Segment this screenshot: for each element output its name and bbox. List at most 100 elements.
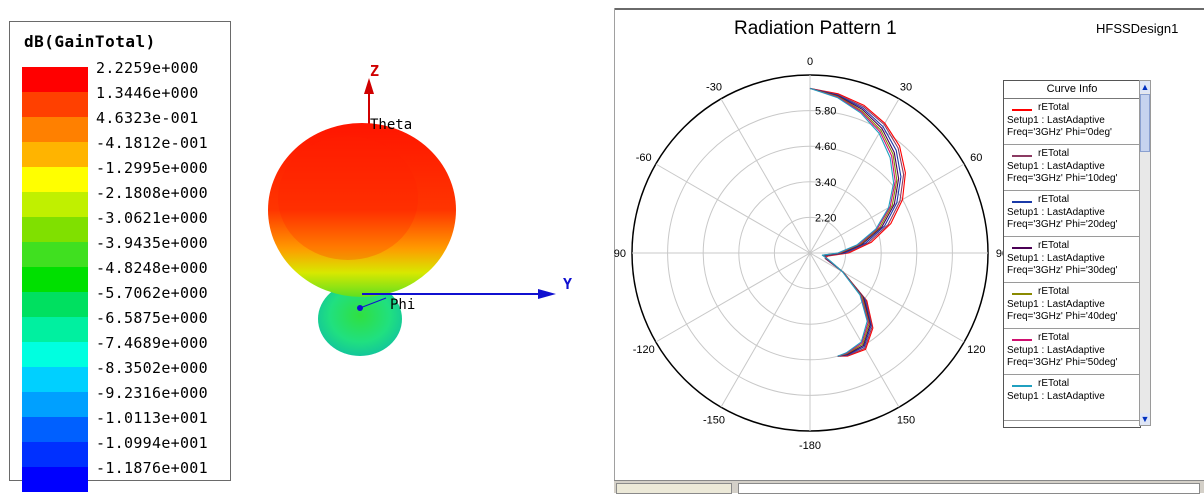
status-cell	[616, 483, 732, 494]
series-line	[809, 87, 905, 357]
legend-swatch	[22, 217, 88, 242]
angle-tick-label: -90	[614, 248, 626, 260]
legend-swatch	[22, 442, 88, 467]
legend-swatch	[22, 267, 88, 292]
scroll-down-icon[interactable]: ▼	[1140, 413, 1150, 425]
angle-tick-label: -150	[703, 414, 725, 426]
curve-freq: Freq='3GHz' Phi='20deg'	[1007, 219, 1118, 230]
y-axis-label: Y	[563, 275, 572, 293]
legend-label: -3.0621e+000	[96, 209, 208, 227]
polar-plot-panel: Radiation Pattern 1 HFSSDesign1 2.20 3.40…	[614, 8, 1204, 494]
series-line	[809, 87, 895, 357]
legend-swatch	[22, 317, 88, 342]
angle-tick-label: 60	[970, 152, 982, 164]
theta-label: Theta	[370, 117, 412, 133]
gain-legend: dB(GainTotal) 2.2259e+000 1.3446e+000 4.63…	[9, 21, 231, 492]
series-line	[809, 87, 902, 357]
main-lobe-shade	[278, 136, 418, 260]
curve-line-swatch	[1012, 385, 1032, 387]
legend-label: -2.1808e+000	[96, 184, 208, 202]
grid-spoke	[720, 252, 811, 408]
curve-line-swatch	[1012, 339, 1032, 341]
legend-swatch	[22, 92, 88, 117]
curve-name: rETotal	[1038, 148, 1070, 159]
grid-spoke	[655, 163, 811, 254]
radial-tick-label: 3.40	[815, 177, 836, 189]
legend-label: 1.3446e+000	[96, 84, 199, 102]
angle-tick-label: -180	[799, 440, 821, 452]
curve-name: rETotal	[1038, 194, 1070, 205]
legend-label: -3.9435e+000	[96, 234, 208, 252]
curve-setup: Setup1 : LastAdaptive	[1007, 253, 1105, 264]
curve-name: rETotal	[1038, 240, 1070, 251]
curve-line-swatch	[1012, 293, 1032, 295]
curve-info-item[interactable]: rETotal Setup1 : LastAdaptive Freq='3GHz' …	[1004, 283, 1140, 329]
radial-tick-label: 2.20	[815, 212, 836, 224]
curve-info-panel[interactable]: Curve Info rETotal Setup1 : LastAdaptive F…	[1003, 80, 1141, 428]
radial-tick-label: 5.80	[815, 106, 836, 118]
curve-info-item[interactable]: rETotal Setup1 : LastAdaptive Freq='3GHz' …	[1004, 145, 1140, 191]
angle-tick-label: 120	[967, 344, 985, 356]
z-axis-arrow	[364, 78, 374, 94]
legend-swatch	[22, 242, 88, 267]
legend-swatch	[22, 142, 88, 167]
curve-info-item[interactable]: rETotal Setup1 : LastAdaptive	[1004, 375, 1140, 421]
angle-tick-label: -60	[636, 152, 652, 164]
curve-freq: Freq='3GHz' Phi='40deg'	[1007, 311, 1118, 322]
curve-freq: Freq='3GHz' Phi='0deg'	[1007, 127, 1112, 138]
curve-name: rETotal	[1038, 102, 1070, 113]
legend-label: -4.1812e-001	[96, 134, 208, 152]
3d-radiation-view[interactable]: Z Y Theta Phi	[236, 48, 606, 428]
polar-series	[809, 87, 906, 357]
legend-swatch	[22, 467, 88, 492]
z-axis-label: Z	[370, 62, 379, 80]
legend-label: -8.3502e+000	[96, 359, 208, 377]
legend-label: -6.5875e+000	[96, 309, 208, 327]
series-line	[809, 87, 900, 357]
legend-label: -1.2995e+000	[96, 159, 208, 177]
grid-spoke	[720, 98, 811, 254]
curve-name: rETotal	[1038, 378, 1070, 389]
phi-marker	[357, 305, 363, 311]
legend-swatch	[22, 292, 88, 317]
grid-spoke	[809, 252, 900, 408]
legend-swatch	[22, 417, 88, 442]
angle-tick-label: 30	[900, 82, 912, 94]
polar-grid	[631, 74, 989, 432]
curve-line-swatch	[1012, 247, 1032, 249]
phi-label: Phi	[390, 297, 415, 313]
y-axis-arrow	[538, 289, 556, 299]
legend-swatch	[22, 342, 88, 367]
curve-name: rETotal	[1038, 286, 1070, 297]
legend-swatch	[22, 192, 88, 217]
legend-swatch	[22, 167, 88, 192]
curve-info-scrollbar[interactable]: ▲ ▼	[1139, 80, 1151, 426]
scroll-thumb[interactable]	[1140, 94, 1150, 152]
curve-info-item[interactable]: rETotal Setup1 : LastAdaptive Freq='3GHz' …	[1004, 237, 1140, 283]
curve-freq: Freq='3GHz' Phi='10deg'	[1007, 173, 1118, 184]
curve-name: rETotal	[1038, 332, 1070, 343]
curve-setup: Setup1 : LastAdaptive	[1007, 391, 1105, 402]
curve-line-swatch	[1012, 155, 1032, 157]
main-lobe	[268, 123, 456, 297]
legend-swatch	[22, 367, 88, 392]
curve-info-item[interactable]: rETotal Setup1 : LastAdaptive Freq='3GHz' …	[1004, 99, 1140, 145]
curve-info-item[interactable]: rETotal Setup1 : LastAdaptive Freq='3GHz' …	[1004, 329, 1140, 375]
legend-label: 4.6323e-001	[96, 109, 199, 127]
design-name: HFSSDesign1	[1096, 21, 1179, 36]
legend-label: -5.7062e+000	[96, 284, 208, 302]
curve-setup: Setup1 : LastAdaptive	[1007, 115, 1105, 126]
curve-line-swatch	[1012, 109, 1032, 111]
angle-tick-label: -30	[706, 82, 722, 94]
curve-freq: Freq='3GHz' Phi='50deg'	[1007, 357, 1118, 368]
legend-label: -1.1876e+001	[96, 459, 208, 477]
angle-tick-label: 150	[897, 414, 915, 426]
series-line	[809, 87, 906, 357]
legend-swatch	[22, 67, 88, 92]
scroll-up-icon[interactable]: ▲	[1140, 81, 1150, 93]
legend-title: dB(GainTotal)	[24, 32, 156, 51]
curve-info-item[interactable]: rETotal Setup1 : LastAdaptive Freq='3GHz' …	[1004, 191, 1140, 237]
curve-setup: Setup1 : LastAdaptive	[1007, 161, 1105, 172]
legend-label: -1.0994e+001	[96, 434, 208, 452]
legend-label: -4.8248e+000	[96, 259, 208, 277]
